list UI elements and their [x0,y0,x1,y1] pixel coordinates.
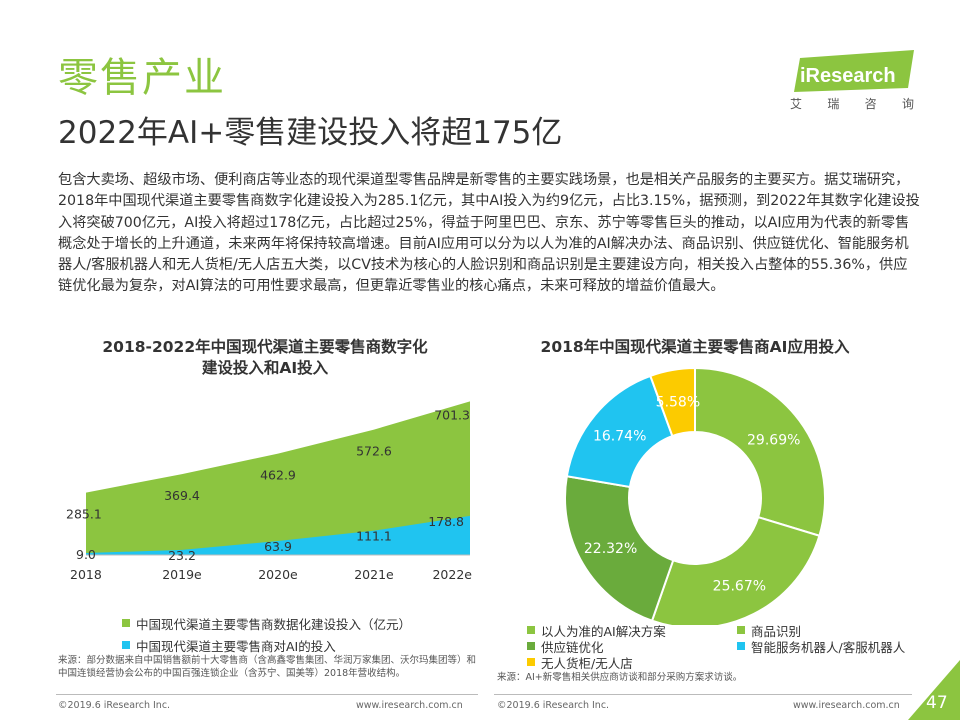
data-label-digital: 462.9 [260,468,296,483]
x-tick-label: 2022e [432,567,472,582]
donut-slice [650,515,821,625]
legend-item: 以人为准的AI解决方案 [527,622,737,639]
data-label-ai: 111.1 [356,529,392,544]
corner-triangle [908,660,960,720]
legend-label: 中国现代渠道主要零售商数据化建设投入（亿元） [136,616,412,632]
legend-label: 供应链优化 [541,639,604,655]
footer-copyright: ©2019.6 iResearch Inc. [497,700,610,711]
donut-slice [694,366,826,538]
legend-label: 商品识别 [751,623,802,639]
legend-swatch-blue [122,641,130,649]
logo-sub-char: 艾 [790,97,803,111]
page-number: 47 [926,693,948,713]
area-series-ai-investment [86,515,470,555]
donut-slice-label: 25.67% [713,578,766,594]
donut-chart: 29.69% 25.67% 22.32% 16.74% 5.58% [564,366,826,625]
legend-item: 智能服务机器人/客服机器人 [737,638,937,655]
logo-sub-char: 咨 [864,97,877,111]
donut-slice-label: 5.58% [656,395,700,411]
legend-label: 以人为准的AI解决方案 [541,623,666,639]
left-source-note: 来源：部分数据来自中国销售额前十大零售商（含高鑫零售集团、华润万家集团、沃尔玛集… [58,655,477,679]
logo-banner [794,50,914,92]
legend-item: 商品识别 [737,622,937,639]
donut-slice-label: 22.32% [584,541,637,557]
data-label-ai: 23.2 [168,548,196,563]
donut-slice [564,475,675,622]
x-tick-label: 2021e [354,567,394,582]
page-title: 2022年AI+零售建设投入将超175亿 [58,115,563,151]
logo-subtitle: 艾 瑞 咨 询 [790,95,914,112]
data-label-digital: 572.6 [356,444,392,459]
logo-sub-char: 询 [901,97,914,111]
donut-slice-label: 16.74% [593,428,646,444]
legend-swatch-green [122,619,130,627]
legend-label: 智能服务机器人/客服机器人 [751,639,906,655]
area-series-digital-investment [86,401,470,555]
footer-website: www.iresearch.com.cn [793,700,900,711]
donut-slice [649,366,696,438]
legend-label: 中国现代渠道主要零售商对AI的投入 [136,638,336,654]
donut-chart-title: 2018年中国现代渠道主要零售商AI应用投入 [540,338,850,356]
page-corner-mark [908,660,960,720]
donut-chart-legend: 以人为准的AI解决方案 商品识别 供应链优化 智能服务机器人/客服机器人 无人货… [527,622,947,671]
x-tick-label: 2019e [162,567,202,582]
logo-sub-char: 瑞 [827,97,840,111]
data-label-ai: 63.9 [264,539,292,554]
legend-item: 无人货柜/无人店 [527,654,737,671]
data-label-digital: 701.3 [434,407,470,422]
legend-item: 中国现代渠道主要零售商对AI的投入 [122,634,411,656]
footer-divider [494,694,912,695]
legend-swatch [737,642,745,650]
area-chart-title-line: 2018-2022年中国现代渠道主要零售商数字化 [102,338,428,356]
x-tick-label: 2018 [70,567,102,582]
legend-swatch [527,658,535,666]
area-chart: 285.1 369.4 462.9 572.6 701.3 9.0 23.2 63.9 111.… [66,401,472,582]
area-chart-legend: 中国现代渠道主要零售商数据化建设投入（亿元） 中国现代渠道主要零售商对AI的投入 [122,612,411,656]
donut-slice-label: 29.69% [747,433,800,449]
x-tick-label: 2020e [258,567,298,582]
iresearch-logo: iResearch [794,50,914,92]
footer-copyright: ©2019.6 iResearch Inc. [58,700,171,711]
legend-item: 供应链优化 [527,638,737,655]
data-label-ai: 178.8 [428,514,464,529]
area-chart-title-line: 建设投入和AI投入 [201,359,329,377]
footer-website: www.iresearch.com.cn [356,700,463,711]
legend-swatch [527,626,535,634]
legend-swatch [527,642,535,650]
data-label-digital: 285.1 [66,507,102,522]
data-label-ai: 9.0 [76,547,96,562]
footer-divider [56,694,478,695]
logo-text: iResearch [800,65,896,87]
area-chart-title: 2018-2022年中国现代渠道主要零售商数字化 建设投入和AI投入 [60,337,470,379]
data-label-digital: 369.4 [164,488,200,503]
legend-label: 无人货柜/无人店 [541,655,633,671]
legend-item: 中国现代渠道主要零售商数据化建设投入（亿元） [122,612,411,634]
right-source-note: 来源：AI+新零售相关供应商访谈和部分采购方案求访谈。 [497,672,743,683]
section-title: 零售产业 [58,55,226,101]
body-paragraph: 包含大卖场、超级市场、便利商店等业态的现代渠道型零售品牌是新零售的主要实践场景，… [58,172,920,295]
legend-swatch [737,626,745,634]
